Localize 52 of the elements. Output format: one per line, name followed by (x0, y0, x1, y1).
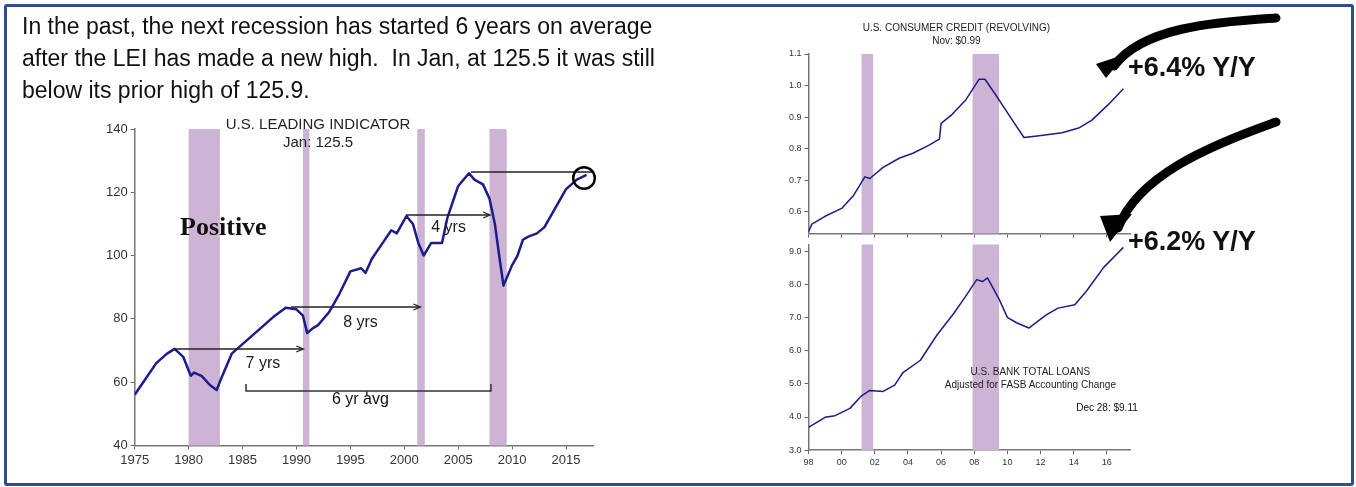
x-tick-label: 98 (803, 457, 814, 468)
x-tick-label: 14 (1068, 457, 1079, 468)
x-tick-label: 2005 (443, 451, 473, 467)
annotation: 7 yrs (245, 354, 281, 372)
y-tick-label: 1.0 (789, 79, 802, 90)
chart-subtitle: Jan: 125.5 (282, 133, 354, 151)
chart-subtitle: Nov: $0.99 (932, 34, 982, 46)
y-tick-label: 0.7 (789, 174, 802, 185)
y-tick-label: 60 (113, 373, 128, 389)
y-tick-label: 120 (105, 183, 128, 199)
x-tick-label: 1975 (120, 451, 150, 467)
x-tick-label: 16 (1101, 457, 1112, 468)
y-tick-label: 100 (105, 247, 128, 263)
y-tick-label: 7.0 (789, 311, 802, 322)
x-tick-label: 06 (936, 457, 947, 468)
text: In the past, the next recession has started 6 years on average after the LEI has made a new high. In Jan, at 125.5 it was still below its prior high of 125.9. (22, 12, 656, 105)
x-tick-label: 1985 (228, 451, 257, 467)
y-tick-label: 5.0 (789, 378, 802, 389)
text: Adjusted for FASB Accounting Change (944, 378, 1117, 390)
x-tick-label: 2015 (551, 451, 581, 467)
y-tick-label: 8.0 (789, 278, 802, 289)
chart-title: U.S. LEADING INDICATOR (225, 115, 411, 133)
annotation: 6 yr avg (332, 390, 389, 408)
y-tick-label: 80 (113, 310, 128, 326)
y-tick-label: 0.8 (789, 143, 802, 154)
y-tick-label: 0.6 (789, 206, 802, 217)
annotation: +6.2% Y/Y (1128, 226, 1256, 257)
x-tick-label: 1980 (174, 451, 204, 467)
x-tick-label: 00 (836, 457, 847, 468)
y-tick-label: 3.0 (789, 444, 802, 455)
x-tick-label: 12 (1035, 457, 1046, 468)
y-tick-label: 6.0 (789, 345, 802, 356)
annotation: 8 yrs (343, 312, 378, 330)
x-tick-label: 10 (1002, 457, 1013, 468)
y-tick-label: 4.0 (789, 411, 802, 422)
y-tick-label: 40 (113, 436, 128, 452)
x-tick-label: 02 (869, 457, 880, 468)
annotation: Positive (180, 212, 267, 242)
x-tick-label: 1995 (335, 451, 365, 467)
y-tick-label: 9.0 (789, 245, 802, 256)
x-tick-label: 2000 (389, 451, 419, 467)
annotation: +6.4% Y/Y (1128, 52, 1256, 83)
x-tick-label: 2010 (497, 451, 527, 467)
y-tick-label: 1.1 (789, 48, 802, 59)
x-tick-label: 08 (969, 457, 980, 468)
y-tick-label: 0.9 (789, 111, 802, 122)
x-tick-label: 04 (902, 457, 913, 468)
chart-title: U.S. CONSUMER CREDIT (REVOLVING) (862, 21, 1051, 33)
text: U.S. BANK TOTAL LOANS (970, 365, 1091, 377)
annotation: Dec 28: $9.11 (1075, 402, 1139, 413)
y-tick-label: 140 (105, 120, 128, 136)
x-tick-label: 1990 (281, 451, 311, 467)
